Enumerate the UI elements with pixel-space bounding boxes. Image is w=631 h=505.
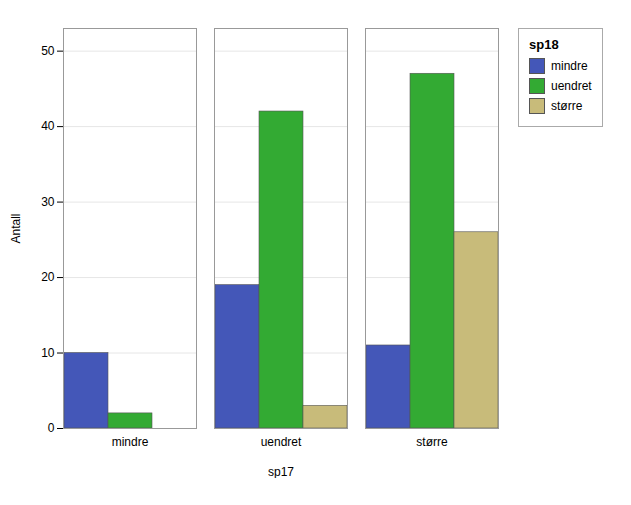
html-text:sp18: sp18 xyxy=(529,37,559,52)
svg-text:20: 20 xyxy=(41,270,55,284)
html-text:mindre: mindre xyxy=(551,59,588,73)
svg-text:uendret: uendret xyxy=(261,435,302,449)
html-text:større: større xyxy=(551,99,583,113)
svg-text:sp17: sp17 xyxy=(268,465,294,479)
svg-text:10: 10 xyxy=(41,346,55,360)
svg-text:30: 30 xyxy=(41,195,55,209)
html-text:uendret: uendret xyxy=(551,79,592,93)
svg-text:40: 40 xyxy=(41,119,55,133)
svg-text:Antall: Antall xyxy=(9,213,23,243)
svg-text:mindre: mindre xyxy=(112,435,149,449)
svg-text:50: 50 xyxy=(41,44,55,58)
svg-text:større: større xyxy=(416,435,448,449)
svg-text:0: 0 xyxy=(48,421,55,435)
